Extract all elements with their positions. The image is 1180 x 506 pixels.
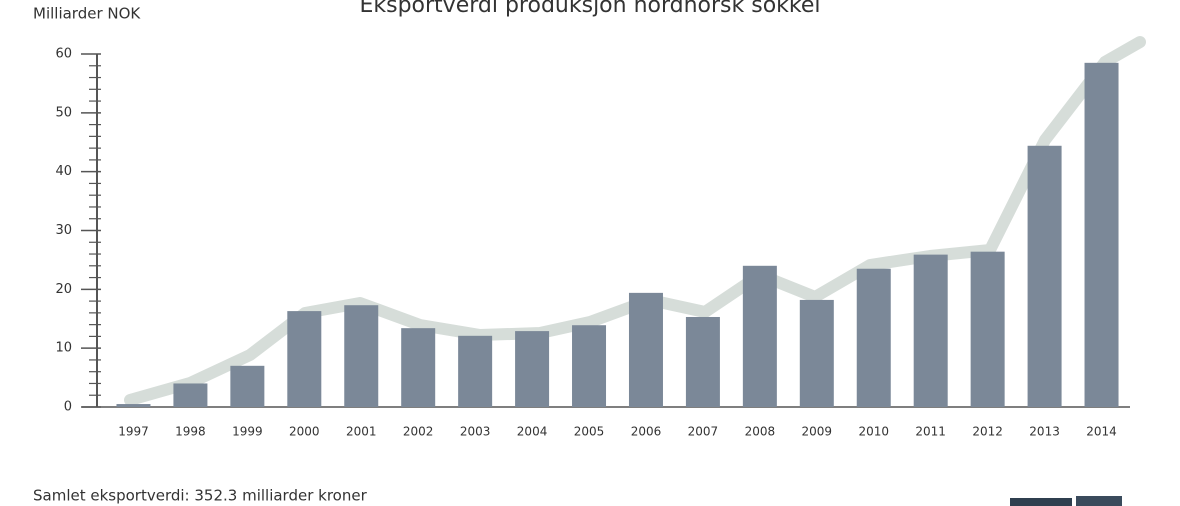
y-tick-label: 20 (55, 282, 72, 297)
x-tick-label: 2011 (915, 425, 946, 439)
footer-note: Samlet eksportverdi: 352.3 milliarder kr… (33, 487, 368, 505)
x-tick-label: 2008 (745, 425, 776, 439)
x-tick-label: 2005 (574, 425, 605, 439)
bar (742, 265, 777, 407)
x-tick-label: 2009 (802, 425, 833, 439)
logo-block (1076, 496, 1122, 506)
bar (344, 305, 379, 407)
y-tick-label: 30 (55, 223, 72, 238)
x-tick-label: 2007 (688, 425, 719, 439)
x-tick-label: 2010 (858, 425, 889, 439)
bar (116, 404, 151, 407)
x-tick-label: 1997 (118, 425, 149, 439)
x-tick-label: 2001 (346, 425, 377, 439)
x-tick-label: 2014 (1086, 425, 1117, 439)
bar (173, 383, 208, 407)
bar (458, 335, 493, 407)
y-axis-label: Milliarder NOK (33, 5, 141, 23)
bar (970, 251, 1005, 407)
y-tick-label: 0 (64, 400, 72, 415)
x-tick-label: 2012 (972, 425, 1003, 439)
bar (799, 299, 834, 407)
x-tick-label: 1998 (175, 425, 206, 439)
x-tick-label: 2000 (289, 425, 320, 439)
x-tick-label: 1999 (232, 425, 263, 439)
bar (685, 316, 720, 407)
bar (1084, 62, 1119, 407)
chart-title: Eksportverdi produksjon nordnorsk sokkel (359, 0, 820, 18)
bar (1027, 145, 1062, 407)
x-tick-label: 2013 (1029, 425, 1060, 439)
x-tick-label: 2002 (403, 425, 434, 439)
bar (230, 365, 265, 407)
y-tick-label: 40 (55, 164, 72, 179)
bar (856, 268, 891, 407)
x-tick-label: 2003 (460, 425, 491, 439)
bar (515, 331, 550, 407)
x-tick-label: 2006 (631, 425, 662, 439)
logo-block (1010, 498, 1072, 506)
bar (572, 325, 607, 407)
y-tick-label: 50 (55, 105, 72, 120)
bar (913, 254, 948, 407)
bar (401, 328, 436, 407)
bar (628, 292, 663, 407)
y-tick-label: 60 (55, 47, 72, 62)
y-tick-label: 10 (55, 341, 72, 356)
bar (287, 311, 322, 407)
x-tick-label: 2004 (517, 425, 548, 439)
